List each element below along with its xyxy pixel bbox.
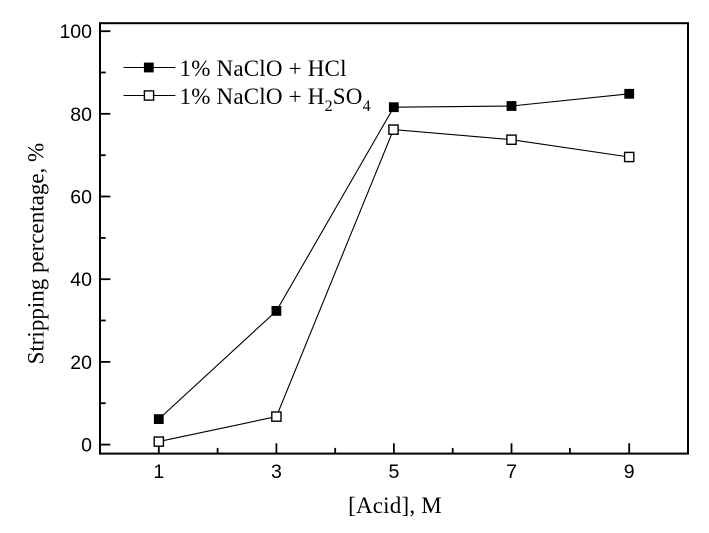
svg-text:5: 5 xyxy=(388,461,399,483)
svg-text:0: 0 xyxy=(81,435,92,457)
svg-text:20: 20 xyxy=(70,352,92,374)
svg-text:3: 3 xyxy=(271,461,282,483)
svg-text:[Acid], M: [Acid], M xyxy=(348,493,442,518)
svg-text:1: 1 xyxy=(153,461,164,483)
svg-text:9: 9 xyxy=(624,461,635,483)
svg-text:Stripping percentage, %: Stripping percentage, % xyxy=(24,143,49,365)
svg-text:40: 40 xyxy=(70,269,92,291)
svg-text:100: 100 xyxy=(59,21,92,43)
svg-text:1% NaClO + HCl: 1% NaClO + HCl xyxy=(180,56,347,81)
svg-text:80: 80 xyxy=(70,104,92,126)
svg-text:7: 7 xyxy=(506,461,517,483)
svg-text:60: 60 xyxy=(70,187,92,209)
